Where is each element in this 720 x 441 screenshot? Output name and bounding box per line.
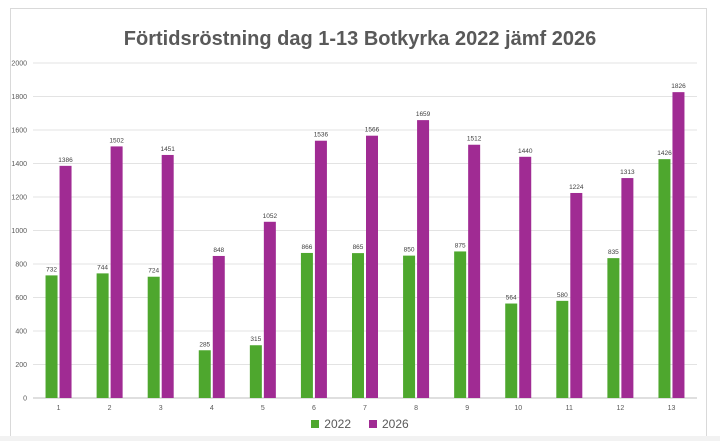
- bar-2022-day-13: [658, 159, 671, 398]
- bar-2022-day-8: [403, 255, 416, 398]
- data-label-2026-day-5: 1052: [263, 213, 278, 220]
- bar-2022-day-1: [45, 275, 58, 398]
- data-label-2022-day-8: 850: [404, 247, 415, 254]
- data-label-2022-day-11: 580: [557, 292, 568, 299]
- bar-2022-day-2: [96, 273, 109, 398]
- y-tick-label-2000: 2000: [11, 61, 27, 68]
- x-tick-label-8: 8: [414, 405, 418, 412]
- data-label-2026-day-1: 1386: [58, 157, 73, 164]
- data-label-2026-day-13: 1826: [671, 83, 686, 90]
- x-tick-label-10: 10: [514, 405, 522, 412]
- x-tick-label-6: 6: [312, 405, 316, 412]
- legend: 2022 2026: [0, 417, 720, 431]
- y-tick-label-0: 0: [23, 396, 27, 403]
- y-tick-label-1000: 1000: [11, 228, 27, 235]
- data-label-2022-day-1: 732: [46, 266, 57, 273]
- x-tick-label-9: 9: [465, 405, 469, 412]
- data-label-2022-day-10: 564: [506, 295, 517, 302]
- y-tick-label-600: 600: [15, 295, 27, 302]
- data-label-2026-day-9: 1512: [467, 136, 482, 143]
- bar-2022-day-6: [300, 252, 313, 398]
- y-axis-labels: 0 200 400 600 800 1000 1200 1400 1600 1800 2000: [11, 61, 27, 403]
- data-label-2026-day-2: 1502: [109, 137, 124, 144]
- bar-2022-day-5: [249, 345, 262, 398]
- chart-title: Förtidsröstning dag 1-13 Botkyrka 2022 j…: [123, 28, 597, 50]
- x-tick-label-2: 2: [108, 405, 112, 412]
- bar-2022-day-12: [607, 258, 620, 398]
- bar-2026-day-7: [366, 135, 378, 398]
- y-tick-label-400: 400: [15, 329, 27, 336]
- y-tick-label-1600: 1600: [11, 128, 27, 135]
- legend-swatch-2026: [369, 420, 377, 428]
- bar-2026-day-4: [212, 255, 225, 398]
- bar-2022-day-3: [147, 276, 160, 398]
- data-label-2026-day-6: 1536: [314, 132, 329, 139]
- data-label-2022-day-13: 1426: [657, 150, 672, 157]
- bar-2022-day-11: [556, 300, 569, 398]
- bars: [45, 92, 685, 399]
- data-label-2026-day-11: 1224: [569, 184, 584, 191]
- y-tick-label-800: 800: [15, 262, 27, 269]
- x-tick-label-12: 12: [616, 405, 624, 412]
- bar-2022-day-9: [454, 251, 467, 398]
- x-axis-labels: 1 2 3 4 5 6 7 8 9 10 11 12 13: [57, 405, 676, 412]
- y-tick-label-200: 200: [15, 362, 27, 369]
- legend-item-2022: 2022: [311, 417, 351, 431]
- legend-item-2026: 2026: [369, 417, 409, 431]
- legend-label-2026: 2026: [382, 417, 409, 431]
- data-label-2022-day-7: 865: [353, 244, 364, 251]
- data-label-2026-day-12: 1313: [620, 169, 635, 176]
- x-tick-label-13: 13: [668, 405, 676, 412]
- x-tick-label-11: 11: [566, 405, 573, 412]
- y-tick-label-1800: 1800: [11, 94, 27, 101]
- data-label-2022-day-6: 866: [301, 244, 312, 251]
- bar-2022-day-10: [505, 303, 518, 398]
- data-label-2022-day-12: 835: [608, 249, 619, 256]
- data-label-2026-day-8: 1659: [416, 111, 431, 118]
- bar-2026-day-12: [621, 178, 634, 398]
- bar-2026-day-11: [570, 192, 583, 398]
- data-label-2026-day-10: 1440: [518, 148, 533, 155]
- data-label-2022-day-9: 875: [455, 242, 466, 249]
- legend-label-2022: 2022: [324, 417, 351, 431]
- x-tick-label-5: 5: [261, 405, 265, 412]
- data-label-2026-day-7: 1566: [365, 127, 380, 134]
- bar-2026-day-3: [161, 154, 174, 398]
- bar-2026-day-8: [417, 120, 430, 399]
- gridlines: [33, 62, 697, 399]
- legend-swatch-2022: [311, 420, 320, 428]
- bar-2026-day-2: [110, 146, 123, 398]
- bar-2026-day-10: [519, 156, 532, 398]
- bar-2026-day-6: [314, 140, 327, 398]
- data-label-2026-day-4: 848: [213, 247, 224, 254]
- y-tick-label-1400: 1400: [11, 161, 27, 168]
- bar-2026-day-9: [468, 144, 481, 398]
- data-label-2022-day-3: 724: [148, 268, 159, 275]
- x-tick-label-1: 1: [57, 405, 61, 412]
- x-tick-label-4: 4: [210, 405, 214, 412]
- x-tick-label-3: 3: [159, 405, 163, 412]
- data-label-2022-day-5: 315: [250, 336, 261, 343]
- data-label-2026-day-3: 1451: [160, 146, 175, 153]
- bar-2026-day-5: [263, 221, 276, 398]
- x-tick-label-7: 7: [363, 405, 367, 412]
- data-label-2022-day-4: 285: [199, 341, 210, 348]
- bottom-strip: [0, 436, 720, 441]
- bar-2026-day-1: [59, 165, 72, 398]
- bar-2022-day-4: [198, 350, 211, 398]
- y-tick-label-1200: 1200: [11, 195, 27, 202]
- bar-2022-day-7: [352, 253, 364, 398]
- bar-2026-day-13: [672, 92, 685, 399]
- data-label-2022-day-2: 744: [97, 264, 108, 271]
- data-labels: 732 1386 744 1502 724 1451 285 848 315 1052 866 153…: [46, 83, 686, 348]
